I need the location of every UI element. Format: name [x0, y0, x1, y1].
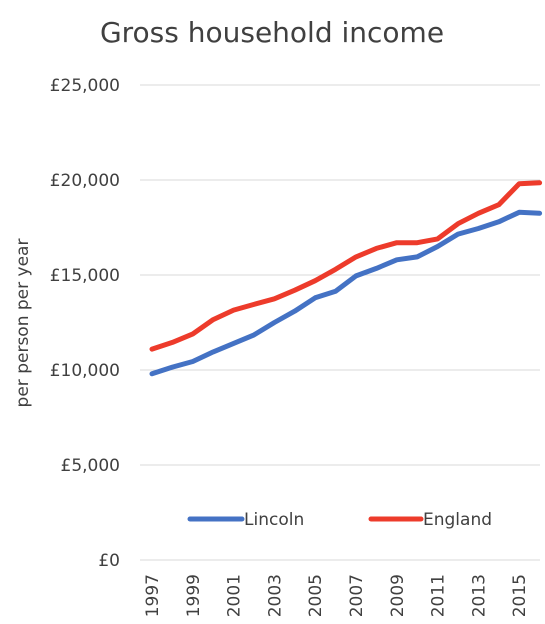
- x-tick-label: 1999: [184, 574, 204, 617]
- x-tick-label: 2005: [306, 574, 326, 617]
- y-tick-label: £0: [98, 551, 120, 571]
- x-tick-label: 2013: [469, 574, 489, 617]
- legend: Lincoln England: [187, 510, 492, 530]
- y-tick-label: £10,000: [50, 361, 120, 381]
- series-line-lincoln: [149, 209, 543, 377]
- series-lines: [149, 180, 543, 377]
- legend-label: England: [423, 510, 492, 530]
- x-tick-label: 2001: [225, 574, 245, 617]
- y-tick-label: £20,000: [50, 171, 120, 191]
- x-axis-ticks: 1997 1999 2001 2003 2005 2007 2009 2011 2013 2015: [143, 574, 530, 617]
- chart-title: Gross household income: [100, 16, 444, 49]
- x-tick-label: 2011: [429, 574, 449, 617]
- y-axis-ticks: £0 £5,000 £10,000 £15,000 £20,000 £25,000: [50, 76, 120, 571]
- x-tick-label: 2007: [347, 574, 367, 617]
- y-axis-label: per person per year: [13, 239, 33, 408]
- y-tick-label: £25,000: [50, 76, 120, 96]
- x-tick-label: 2003: [265, 574, 285, 617]
- x-tick-label: 1997: [143, 574, 163, 617]
- gridlines: [140, 84, 540, 561]
- series-line-england: [149, 180, 543, 352]
- y-tick-label: £15,000: [50, 266, 120, 286]
- y-tick-label: £5,000: [61, 456, 120, 476]
- legend-label: Lincoln: [244, 510, 304, 530]
- x-tick-label: 2015: [510, 574, 530, 617]
- x-tick-label: 2009: [388, 574, 408, 617]
